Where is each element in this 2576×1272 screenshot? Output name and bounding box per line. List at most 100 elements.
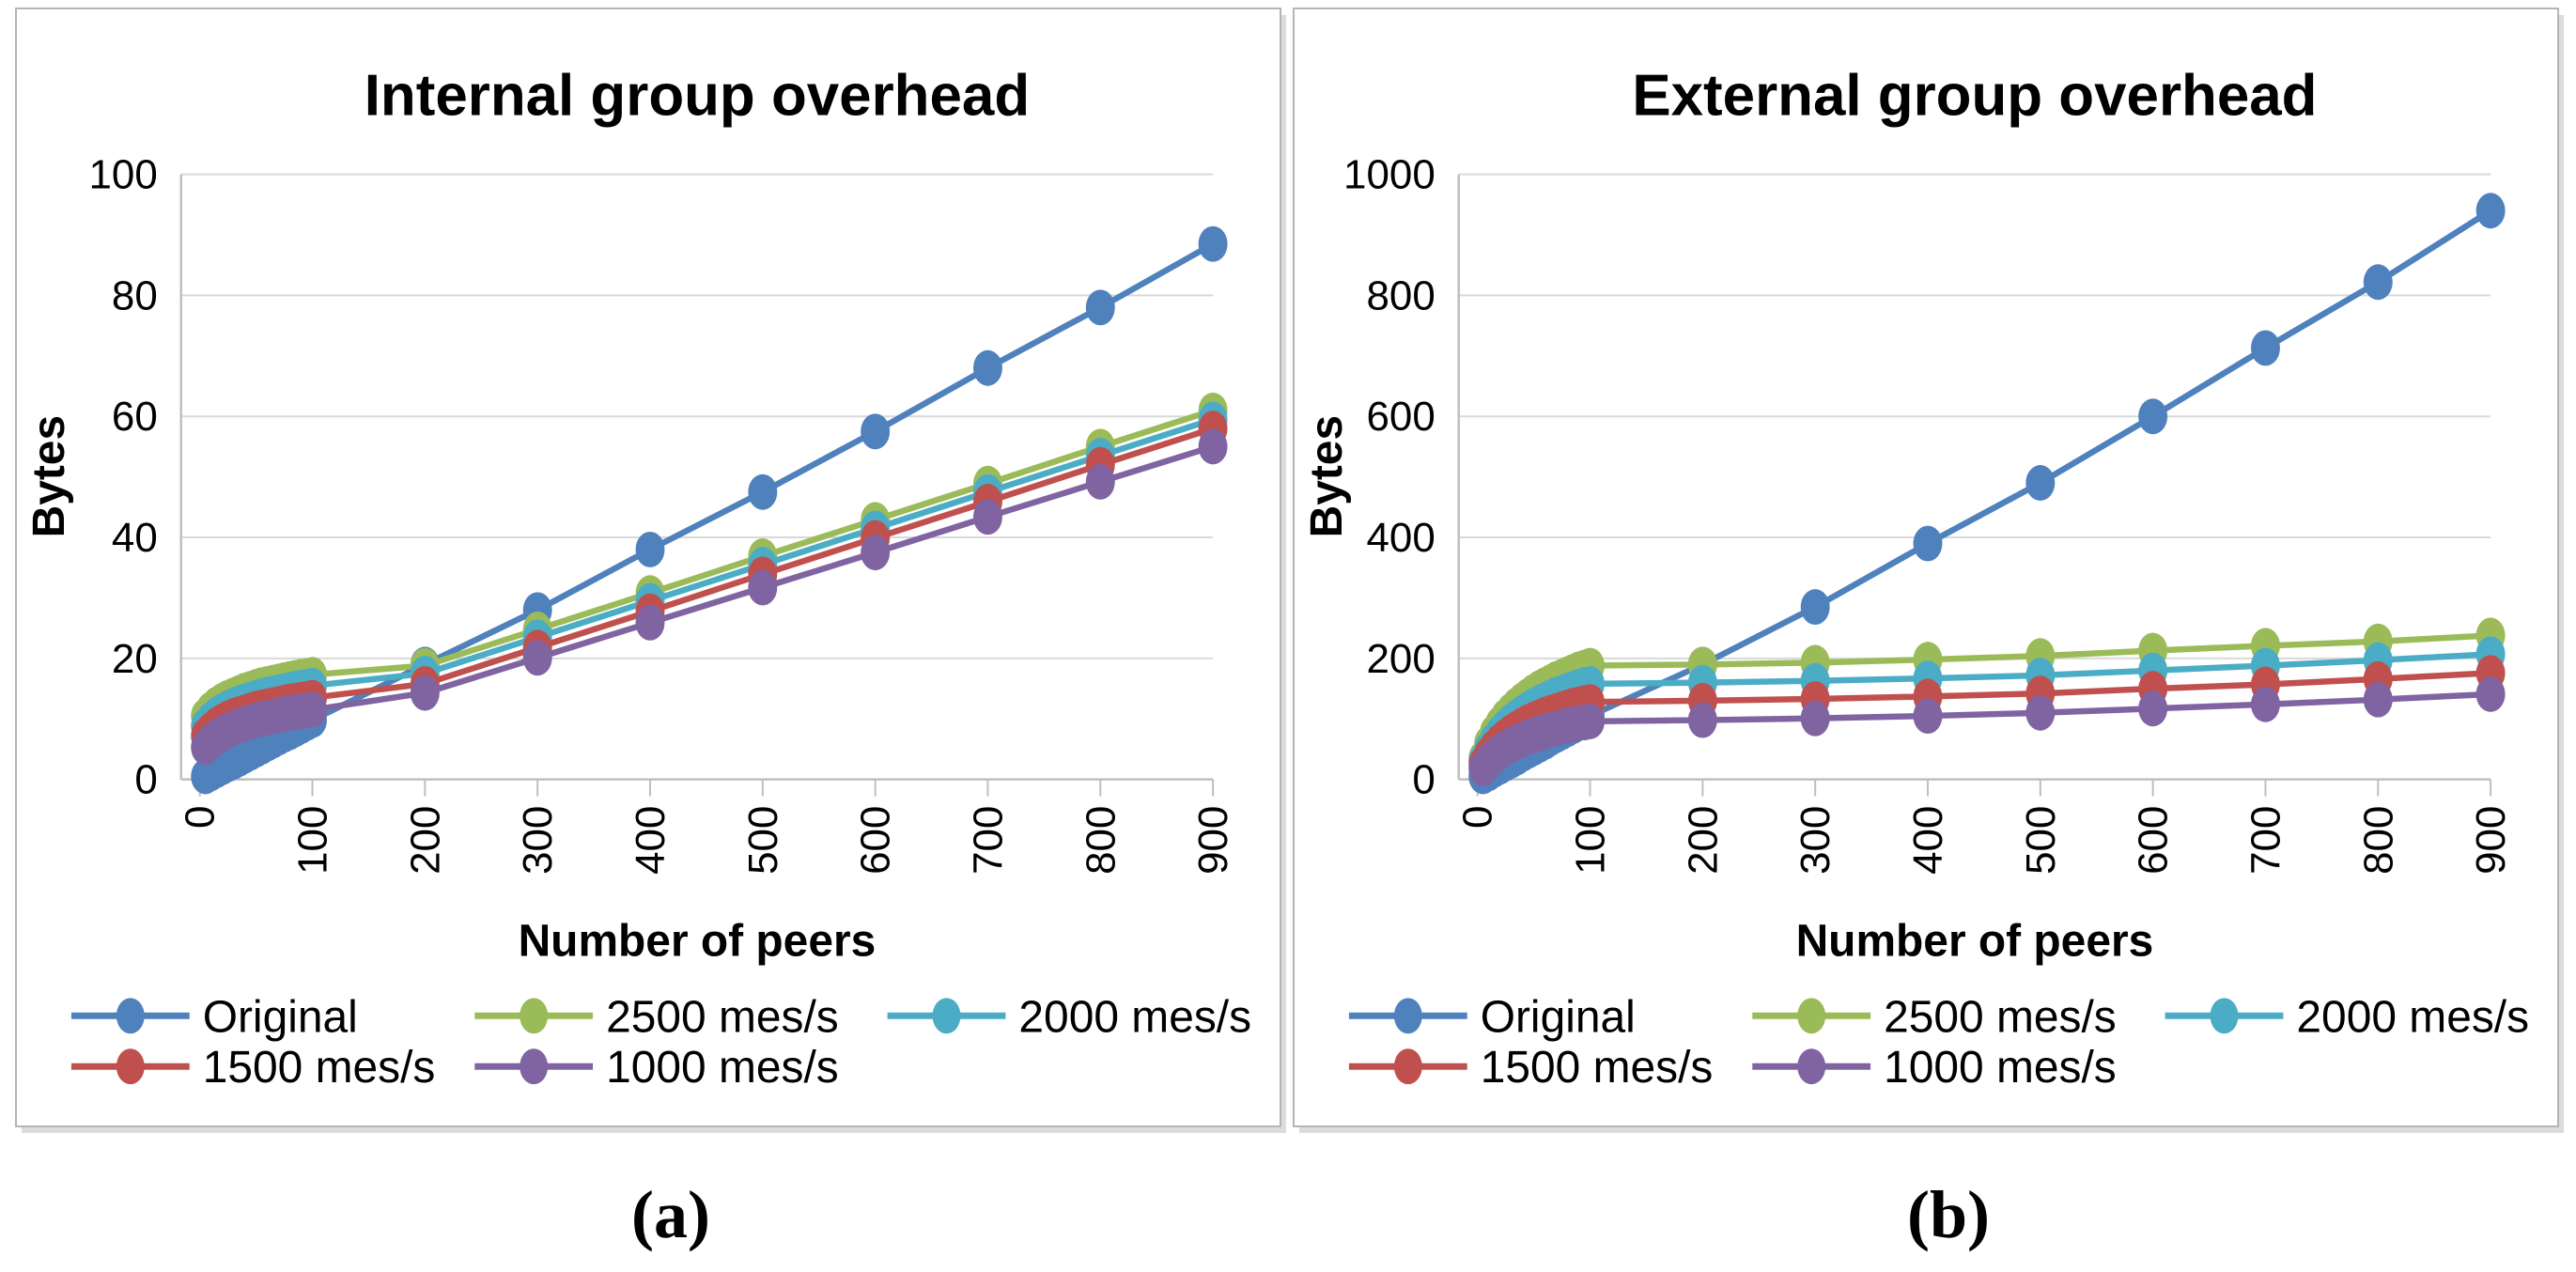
y-tick-label: 0 (1412, 757, 1435, 803)
x-tick-label: 500 (2018, 806, 2064, 875)
legend-item-original: Original (70, 992, 358, 1042)
series-1000-mes-s-marker (2138, 690, 2168, 727)
legend-label: 1500 mes/s (203, 1043, 436, 1093)
panel-internal-overhead: 0 100 200 300 400 500 600 700 800 900 0 20 40 60 80 100… (15, 8, 1281, 1127)
x-tick-label: 0 (1455, 806, 1501, 829)
x-axis-title: Number of peers (519, 916, 877, 966)
legend-marker (2210, 998, 2239, 1034)
legend-marker (116, 998, 145, 1034)
x-tick-label: 900 (2468, 806, 2514, 875)
series-1000-mes-s-marker (1575, 703, 1606, 739)
series-original-marker (2363, 264, 2393, 301)
y-tick-label: 400 (1366, 515, 1435, 561)
x-tick-label: 800 (2355, 806, 2401, 875)
x-tick-label: 200 (1680, 806, 1726, 875)
legend-marker (932, 998, 961, 1034)
y-tick-label: 0 (134, 757, 157, 803)
x-tick-label: 300 (1792, 806, 1839, 875)
series-1000-mes-s-marker (861, 535, 891, 571)
y-tick-label: 100 (88, 152, 157, 198)
legend-item-1000-mes-s: 1000 mes/s (1752, 1043, 2117, 1093)
legend-label: 1000 mes/s (1884, 1043, 2117, 1093)
legend-item-2000-mes-s: 2000 mes/s (887, 992, 1251, 1042)
legend-marker (520, 1048, 549, 1085)
series-original-marker (2475, 193, 2506, 229)
series-original-marker (1913, 525, 1943, 562)
y-tick-label: 600 (1366, 394, 1435, 440)
series-1000-mes-s-marker (2250, 686, 2280, 722)
x-tick-label: 800 (1078, 806, 1124, 875)
series-original-marker (2250, 330, 2280, 366)
series-1000-mes-s-marker (1913, 698, 1943, 735)
y-axis-title: Bytes (1302, 415, 1352, 537)
legend-marker (1797, 1048, 1826, 1085)
legend-marker (1797, 998, 1826, 1034)
x-tick-label: 0 (178, 806, 224, 829)
x-tick-label: 200 (402, 806, 448, 875)
x-tick-label: 700 (965, 806, 1011, 875)
series-1000-mes-s-marker (1687, 702, 1717, 738)
legend-label: 2500 mes/s (606, 992, 839, 1042)
series-original-marker (1085, 289, 1115, 326)
series-1000-mes-s-marker (410, 675, 440, 711)
legend-item-1000-mes-s: 1000 mes/s (474, 1043, 839, 1093)
y-tick-label: 200 (1366, 636, 1435, 682)
figure-label-a: (a) (631, 1177, 710, 1252)
x-tick-label: 100 (290, 806, 336, 875)
legend-label: 2500 mes/s (1884, 992, 2117, 1042)
legend-marker (116, 1048, 145, 1085)
series-original-line (202, 240, 1217, 780)
series-2000-mes-s-line (1480, 651, 2494, 765)
series-original-marker (972, 349, 1002, 386)
x-tick-label: 100 (1568, 806, 1614, 875)
series-1000-mes-s-marker (635, 604, 665, 641)
legend-marker (520, 998, 549, 1034)
x-tick-label: 600 (853, 806, 899, 875)
x-tick-label: 400 (628, 806, 674, 875)
legend-label: 2000 mes/s (2296, 992, 2529, 1042)
external-overhead-chart: 0 100 200 300 400 500 600 700 800 900 0 200 400 600 80… (1302, 64, 2529, 1093)
legend-label: Original (1481, 992, 1636, 1042)
series-1000-mes-s-marker (298, 691, 328, 728)
series-original-marker (2138, 398, 2168, 435)
y-tick-label: 40 (112, 515, 158, 561)
x-tick-label: 400 (1905, 806, 1951, 875)
x-tick-label: 700 (2242, 806, 2289, 875)
legend-label: 2000 mes/s (1018, 992, 1251, 1042)
series-1000-mes-s-marker (1198, 428, 1228, 465)
x-tick-label: 600 (2131, 806, 2177, 875)
legend-item-2500-mes-s: 2500 mes/s (474, 992, 839, 1042)
series-1000-mes-s (1468, 675, 2506, 787)
internal-overhead-chart: 0 100 200 300 400 500 600 700 800 900 0 20 40 60 80 100… (24, 64, 1251, 1093)
series-original-marker (748, 473, 778, 510)
panel-external-overhead: 0 100 200 300 400 500 600 700 800 900 0 200 400 600 80… (1293, 8, 2559, 1127)
series-1000-mes-s-line (1480, 690, 2494, 772)
chart-title: Internal group overhead (365, 64, 1030, 129)
x-tick-label: 500 (740, 806, 786, 875)
series-1000-mes-s-marker (1800, 700, 1830, 737)
x-tick-label: 300 (515, 806, 561, 875)
series-1000-mes-s-line (202, 443, 1217, 751)
series-original-marker (635, 531, 665, 567)
series-original-marker (1800, 589, 1830, 626)
legend-item-2500-mes-s: 2500 mes/s (1752, 992, 2117, 1042)
x-axis-title: Number of peers (1796, 916, 2154, 966)
series-original (191, 225, 1228, 795)
legend-item-original: Original (1348, 992, 1636, 1042)
series-1000-mes-s-marker (972, 499, 1002, 535)
y-tick-label: 800 (1366, 272, 1435, 318)
chart-title: External group overhead (1632, 64, 2317, 129)
legend-item-2000-mes-s: 2000 mes/s (2165, 992, 2529, 1042)
legend-marker (1393, 1048, 1422, 1085)
series-2500-mes-s-line (202, 407, 1217, 720)
series-original-marker (861, 413, 891, 450)
y-tick-label: 60 (112, 394, 158, 440)
figure-label-b: (b) (1907, 1177, 1990, 1252)
legend-label: Original (203, 992, 358, 1042)
y-tick-label: 1000 (1343, 152, 1435, 198)
legend-item-1500-mes-s: 1500 mes/s (70, 1043, 436, 1093)
series-1000-mes-s-marker (522, 640, 552, 676)
series-original-marker (2025, 465, 2056, 502)
series-1000-mes-s-marker (2475, 675, 2506, 712)
y-tick-label: 20 (112, 636, 158, 682)
